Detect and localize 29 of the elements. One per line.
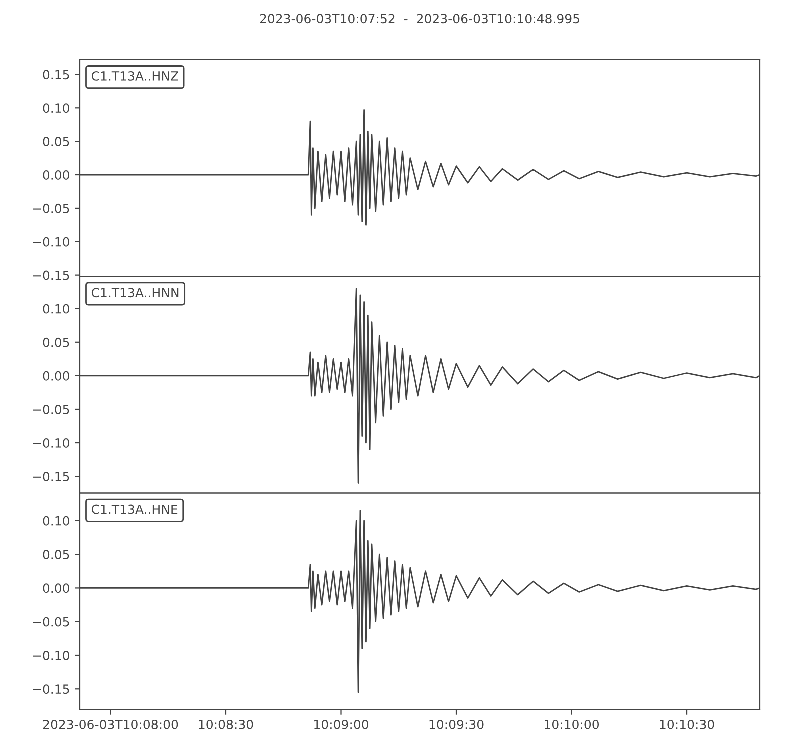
y-tick-label: −0.05 — [33, 617, 70, 627]
x-tick-label: 10:10:00 — [545, 720, 600, 730]
y-tick-label: 0.05 — [43, 550, 70, 560]
x-tick-label: 10:09:30 — [430, 720, 484, 730]
y-tick-label: −0.05 — [33, 404, 70, 414]
y-tick-label: −0.10 — [33, 237, 70, 247]
y-tick-label: 0.10 — [43, 516, 70, 526]
y-tick-label: −0.10 — [33, 650, 70, 660]
y-tick-label: −0.10 — [33, 438, 70, 448]
y-tick-label: 0.10 — [43, 104, 70, 114]
y-tick-label: −0.15 — [33, 684, 70, 694]
y-tick-label: 0.10 — [43, 304, 70, 314]
y-tick-label: 0.15 — [43, 70, 70, 80]
chart-title: 2023-06-03T10:07:52 - 2023-06-03T10:10:48.995 — [260, 14, 580, 24]
y-tick-label: 0.00 — [43, 371, 70, 381]
x-tick-label: 10:09:00 — [314, 720, 368, 730]
text: C1.T13A..HNZ — [92, 71, 178, 81]
y-tick-label: −0.15 — [33, 270, 70, 280]
y-tick-label: 0.00 — [43, 584, 70, 594]
x-tick-label: 10:08:30 — [199, 720, 254, 730]
y-tick-label: −0.15 — [33, 472, 70, 482]
y-tick-label: 0.05 — [43, 137, 70, 147]
text: C1.T13A..HNE — [92, 504, 178, 514]
y-tick-label: −0.05 — [33, 204, 70, 214]
x-tick-label: 10:10:30 — [660, 720, 714, 730]
y-tick-label: 0.00 — [43, 170, 70, 180]
x-tick-label: 2023-06-03T10:08:00 — [43, 720, 178, 730]
text: C1.T13A..HNN — [92, 288, 179, 298]
y-tick-label: 0.05 — [43, 338, 70, 348]
